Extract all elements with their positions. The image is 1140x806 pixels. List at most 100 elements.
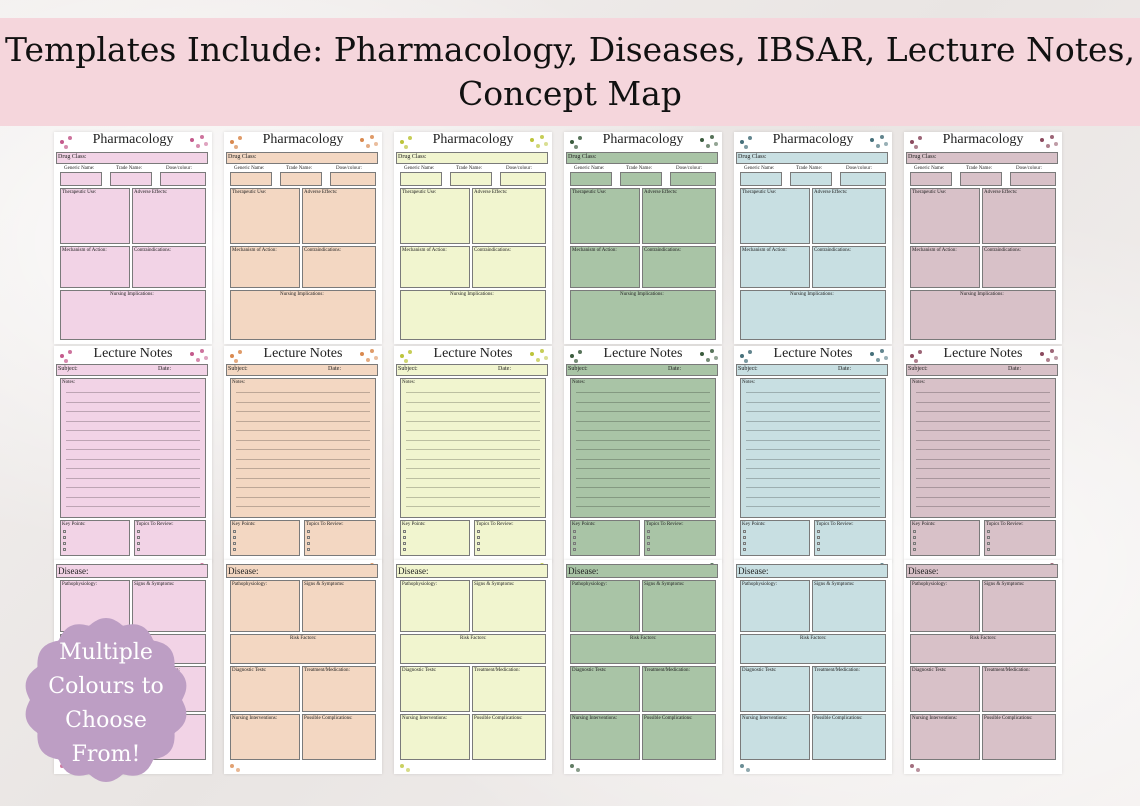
checkbox xyxy=(63,536,66,539)
pathophysiology-box xyxy=(570,580,640,632)
risk-factors-box xyxy=(230,634,376,664)
note-line xyxy=(916,430,1050,431)
note-line xyxy=(916,458,1050,460)
decorative-dot xyxy=(1046,358,1050,362)
decorative-dot xyxy=(748,350,752,354)
dose-box xyxy=(500,172,546,186)
note-line xyxy=(576,487,710,488)
decorative-dot xyxy=(1046,144,1050,148)
notes-box xyxy=(60,378,206,518)
note-line xyxy=(916,392,1050,393)
treatment-box xyxy=(472,666,546,712)
subject-label: Subject: xyxy=(568,366,588,372)
trade-name-box xyxy=(110,172,152,186)
risk-factors-label: Risk Factors: xyxy=(630,636,657,641)
checkbox xyxy=(233,530,236,533)
card-title: Pharmacology xyxy=(262,132,344,147)
decorative-dot xyxy=(578,350,582,354)
drug-class-label: Drug Class: xyxy=(228,154,257,160)
decorative-dot xyxy=(700,138,704,142)
signs-symptoms-box xyxy=(132,580,206,632)
checkbox xyxy=(137,530,140,533)
disease-title: Disease: xyxy=(228,566,259,576)
contraindications-box xyxy=(982,246,1056,288)
note-line xyxy=(66,439,200,441)
nursing-interventions-label: Nursing Interventions: xyxy=(572,716,618,721)
card-title: Pharmacology xyxy=(772,132,854,147)
note-line xyxy=(236,487,370,488)
nursing-interventions-label: Nursing Interventions: xyxy=(402,716,448,721)
note-line xyxy=(576,496,710,498)
adverse-effects-label: Adverse Effects: xyxy=(984,190,1018,195)
note-line xyxy=(66,392,200,393)
drug-class-label: Drug Class: xyxy=(738,154,767,160)
note-line xyxy=(66,468,200,469)
complications-box xyxy=(982,714,1056,760)
risk-factors-label: Risk Factors: xyxy=(290,636,317,641)
note-line xyxy=(406,401,540,403)
key-points-box xyxy=(910,520,980,556)
subject-field xyxy=(906,364,1058,376)
contraindications-label: Contraindications: xyxy=(134,248,171,253)
decorative-dot xyxy=(910,764,914,768)
mechanism-label: Mechanism of Action: xyxy=(572,248,617,253)
trade-name-label: Trade Name: xyxy=(456,166,483,171)
note-line xyxy=(236,411,370,412)
diagnostic-tests-label: Diagnostic Tests: xyxy=(402,668,437,673)
signs-symptoms-box xyxy=(302,580,376,632)
decorative-dot xyxy=(1040,352,1044,356)
decorative-dot xyxy=(914,145,918,149)
decorative-dot xyxy=(234,145,238,149)
card-title: Pharmacology xyxy=(92,132,174,147)
subject-label: Subject: xyxy=(228,366,248,372)
decorative-dot xyxy=(200,135,204,139)
decorative-dot xyxy=(360,138,364,142)
diagnostic-tests-label: Diagnostic Tests: xyxy=(912,668,947,673)
therapeutic-use-label: Therapeutic Use: xyxy=(572,190,607,195)
pharmacology-card-mauve: Pharmacology Drug Class: Generic Name: Trad… xyxy=(904,132,1062,344)
card-title: Pharmacology xyxy=(602,132,684,147)
checkbox xyxy=(743,530,746,533)
therapeutic-use-label: Therapeutic Use: xyxy=(232,190,267,195)
lecture-card-peach: Lecture Notes Subject: Date: Notes: Key Poin… xyxy=(224,346,382,562)
note-line xyxy=(66,411,200,412)
disease-title: Disease: xyxy=(738,566,769,576)
checkbox xyxy=(647,542,650,545)
complications-label: Possible Complications: xyxy=(984,716,1033,721)
topics-review-label: Topics To Review: xyxy=(306,522,344,527)
checkbox xyxy=(403,530,406,533)
pathophysiology-label: Pathophysiology: xyxy=(402,582,438,587)
note-line xyxy=(916,468,1050,469)
checkbox xyxy=(233,542,236,545)
subject-field xyxy=(736,364,888,376)
disease-card-green: Disease: Pathophysiology: Signs & Symptoms… xyxy=(564,560,722,774)
decorative-dot xyxy=(570,764,574,768)
checkbox xyxy=(233,536,236,539)
decorative-dot xyxy=(64,145,68,149)
decorative-dot xyxy=(400,764,404,768)
disease-title: Disease: xyxy=(568,566,599,576)
note-line xyxy=(576,411,710,412)
contraindications-label: Contraindications: xyxy=(984,248,1021,253)
disease-card-blue: Disease: Pathophysiology: Signs & Symptoms… xyxy=(734,560,892,774)
key-points-label: Key Points: xyxy=(402,522,426,527)
generic-name-box xyxy=(740,172,782,186)
note-line xyxy=(236,449,370,450)
note-line xyxy=(406,449,540,450)
decorative-dot xyxy=(876,358,880,362)
note-line xyxy=(236,430,370,431)
subject-field xyxy=(226,364,378,376)
checkbox xyxy=(573,548,576,551)
risk-factors-box xyxy=(740,634,886,664)
checkbox xyxy=(817,536,820,539)
disease-title: Disease: xyxy=(398,566,429,576)
signs-symptoms-label: Signs & Symptoms: xyxy=(134,582,175,587)
checkbox xyxy=(817,542,820,545)
dose-label: Dose/colour: xyxy=(676,166,702,171)
risk-factors-label: Risk Factors: xyxy=(970,636,997,641)
decorative-dot xyxy=(204,142,208,146)
risk-factors-label: Risk Factors: xyxy=(800,636,827,641)
diagnostic-tests-box xyxy=(400,666,470,712)
decorative-dot xyxy=(574,359,578,363)
signs-symptoms-box xyxy=(642,580,716,632)
